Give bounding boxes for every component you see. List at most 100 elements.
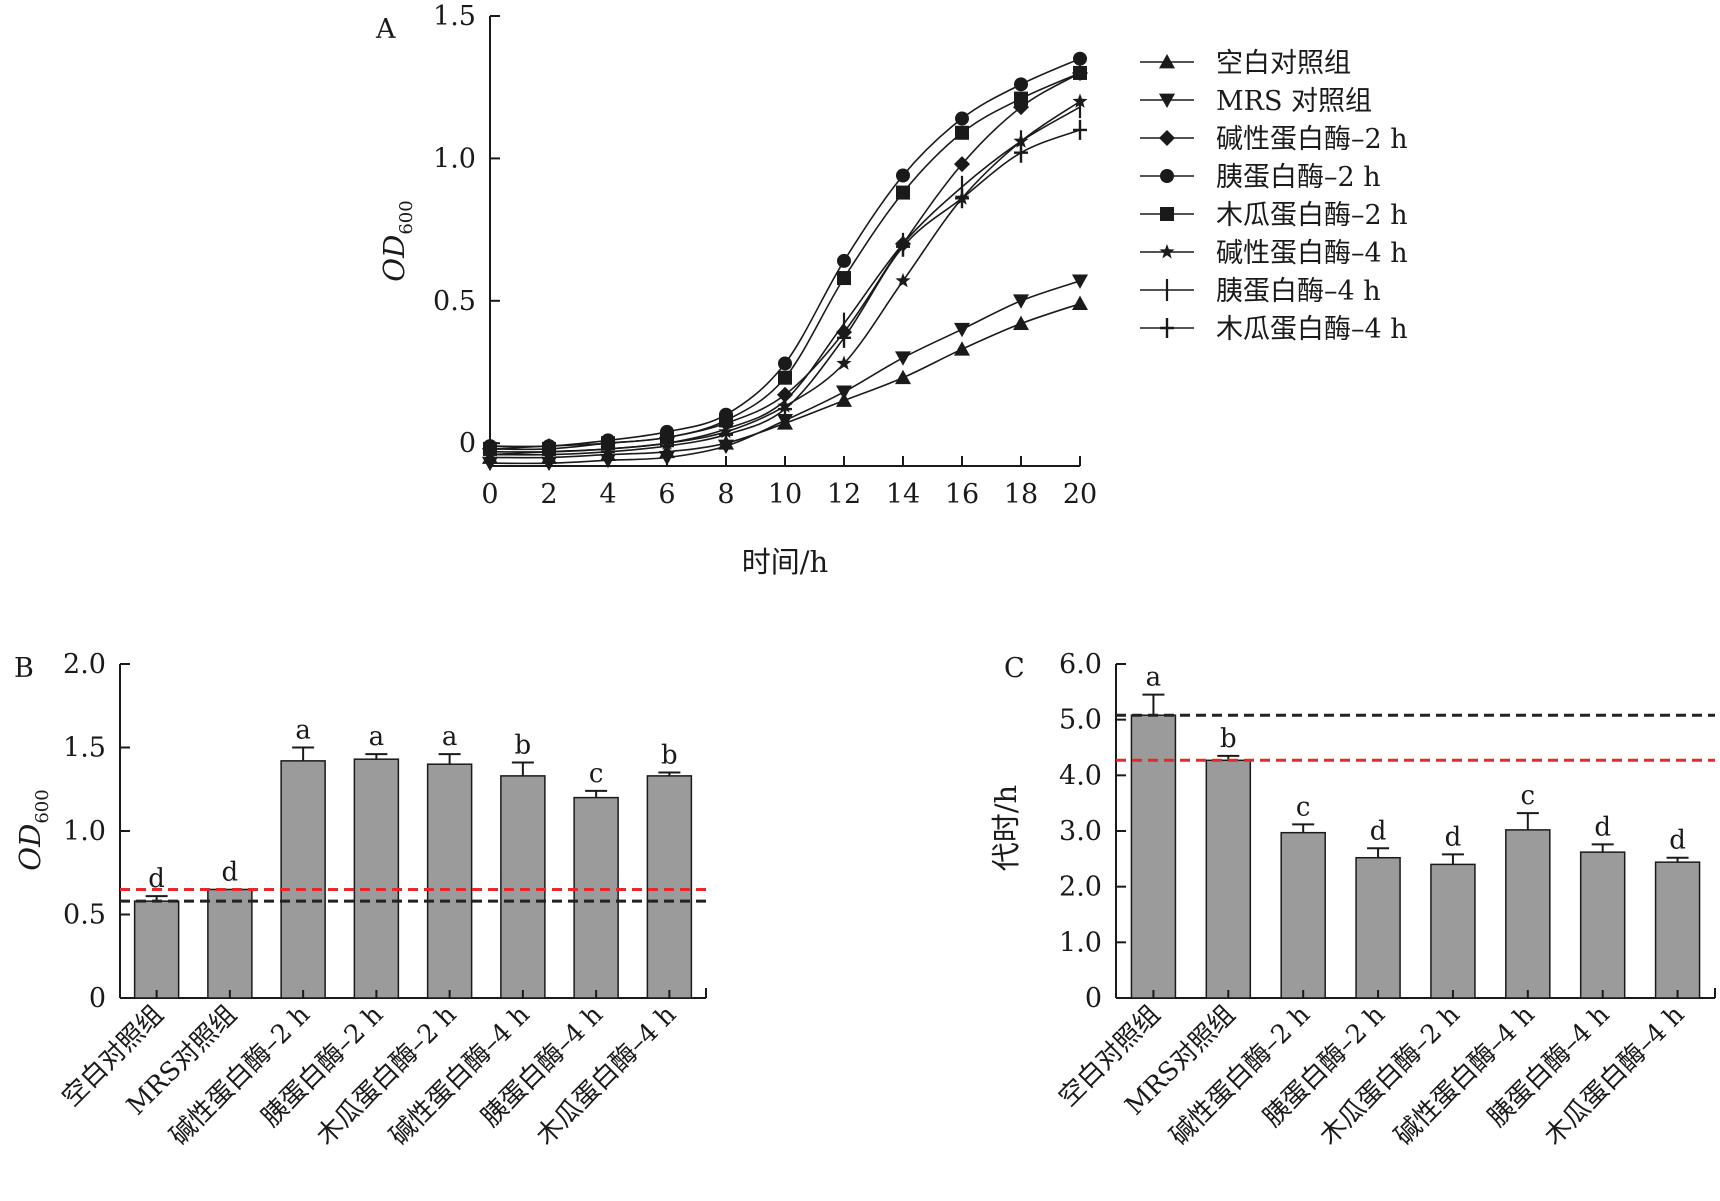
x-tick-label: 0 [481, 479, 498, 510]
bar [1355, 856, 1401, 999]
legend-label: 空白对照组 [1216, 48, 1351, 79]
data-point [955, 111, 969, 126]
data-point [659, 451, 675, 466]
y-tick-label: 2.0 [1059, 872, 1102, 903]
data-point [1014, 91, 1028, 106]
legend-item: 碱性蛋白酶–2 h [1140, 124, 1408, 155]
data-point [895, 272, 911, 288]
y-axis-title: OD600 [13, 789, 53, 870]
legend-item: 胰蛋白酶–2 h [1140, 162, 1381, 193]
series-line [489, 129, 1081, 456]
y-tick-label: 6.0 [1059, 649, 1102, 680]
y-tick-label: 1.0 [1059, 927, 1102, 958]
significance-letter: c [1296, 792, 1311, 822]
series-line [489, 106, 1081, 453]
data-point [1072, 274, 1088, 289]
significance-letter: d [222, 857, 239, 887]
data-point [836, 355, 852, 370]
y-axis-title: 代时/h [989, 785, 1023, 871]
data-point [837, 271, 851, 286]
data-point [1072, 295, 1088, 311]
bar [1280, 831, 1326, 999]
bar [1130, 714, 1177, 999]
significance-letter: b [1220, 724, 1237, 754]
x-tick-label: 14 [886, 479, 920, 510]
data-point [895, 369, 911, 385]
data-point [837, 253, 851, 268]
y-axis-title-subscript: 600 [32, 789, 53, 823]
bar [353, 758, 400, 999]
panel-label: C [1004, 653, 1025, 684]
legend-item: 木瓜蛋白酶–2 h [1140, 200, 1408, 231]
legend-label: 碱性蛋白酶–2 h [1216, 124, 1408, 155]
significance-letter: a [1146, 663, 1162, 693]
significance-letter: b [515, 731, 532, 761]
x-tick-label: 12 [827, 479, 861, 510]
data-point [954, 341, 970, 356]
significance-letter: d [1370, 816, 1387, 846]
x-tick-label: 木瓜蛋白酶–4 h [1539, 1000, 1691, 1152]
bar [280, 760, 326, 999]
legend-label: 碱性蛋白酶–4 h [1216, 238, 1408, 269]
bar [646, 775, 693, 999]
y-tick-label: 1.0 [63, 816, 106, 847]
significance-letter: d [148, 864, 165, 894]
y-axis-title-subscript: 600 [396, 200, 417, 234]
x-tick-label: 8 [717, 479, 734, 510]
bar [133, 900, 180, 999]
bar [1654, 861, 1701, 999]
data-point [601, 441, 615, 462]
legend-item: 胰蛋白酶–4 h [1140, 276, 1381, 307]
bar [1505, 829, 1551, 999]
data-point [895, 351, 911, 366]
data-point [660, 436, 674, 457]
y-tick-label: 4.0 [1059, 760, 1102, 791]
bar [207, 888, 253, 999]
data-point [542, 444, 556, 465]
legend-marker [1160, 169, 1174, 183]
legend-item: 碱性蛋白酶–4 h [1140, 238, 1408, 269]
significance-letter: d [1445, 822, 1462, 852]
data-point [836, 385, 852, 400]
data-point [1073, 51, 1087, 66]
bar [500, 775, 546, 999]
y-tick-label: 2.0 [63, 649, 106, 680]
data-point [1014, 77, 1028, 92]
legend-label: 木瓜蛋白酶–2 h [1216, 200, 1408, 231]
bar [1205, 759, 1252, 999]
panel-b-bar-chart: B00.51.01.52.0OD600d空白对照组dMRS对照组a碱性蛋白酶–2… [13, 649, 707, 1151]
data-point [778, 356, 792, 371]
x-tick-label: 2 [540, 479, 557, 510]
data-point [1014, 142, 1028, 163]
legend-label: 胰蛋白酶–2 h [1216, 162, 1381, 193]
significance-letter: d [1594, 812, 1611, 842]
bar [1579, 851, 1626, 999]
data-point [1073, 119, 1087, 140]
significance-letter: c [1521, 781, 1536, 811]
bar [1430, 863, 1476, 999]
data-point [954, 322, 970, 338]
legend-item: 空白对照组 [1140, 48, 1351, 79]
panel-a-line-chart: A 0 0.5 1.0 1.5 0 2 4 6 8 10 12 14 16 18 20 时间/h OD600 空白对… [375, 1, 1408, 579]
y-tick-label: 0.5 [63, 900, 106, 931]
y-axis-title-main: OD [13, 824, 47, 871]
legend-item: 木瓜蛋白酶–4 h [1140, 314, 1408, 345]
significance-letter: c [589, 759, 604, 789]
panel-label-a: A [375, 14, 396, 45]
data-point [954, 156, 970, 173]
y-tick-label: 5.0 [1059, 705, 1102, 736]
data-point [778, 370, 792, 385]
significance-letter: a [442, 722, 458, 752]
x-tick-label: 4 [599, 479, 616, 510]
legend-marker [1159, 93, 1175, 108]
x-axis-title: 时间/h [742, 545, 828, 579]
legend-label: 木瓜蛋白酶–4 h [1216, 314, 1408, 345]
x-tick-label: 18 [1004, 479, 1038, 510]
significance-letter: b [661, 741, 678, 771]
panel-c-bar-chart: C01.02.03.04.05.06.0代时/ha空白对照组bMRS对照组c碱性… [989, 649, 1716, 1152]
legend-marker [1160, 207, 1174, 221]
x-tick-label: 16 [945, 479, 979, 510]
data-point [483, 444, 497, 465]
data-point [955, 188, 969, 209]
